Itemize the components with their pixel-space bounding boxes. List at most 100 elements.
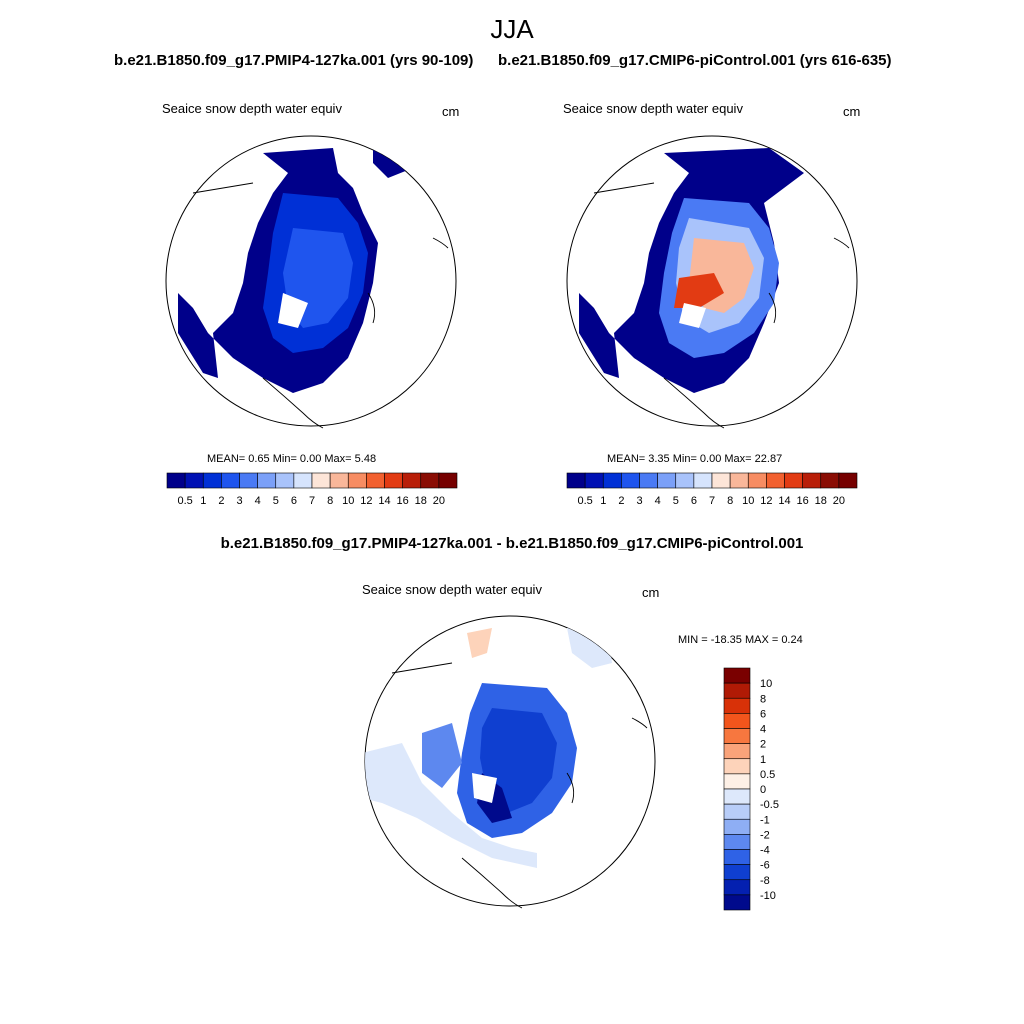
left-colorbar-swatch-14 — [420, 472, 440, 489]
right-colorbar-swatch-13 — [802, 472, 822, 489]
diff-colorbar-tick-label: -2 — [760, 829, 770, 841]
right-colorbar-swatch-12 — [784, 472, 803, 489]
left-colorbar-swatch-8 — [311, 472, 331, 489]
right-colorbar-tick-label: 18 — [815, 495, 827, 507]
left-colorbar-tick-label: 16 — [397, 495, 409, 507]
diff-coastlines — [391, 662, 648, 909]
diff-colorbar-tick-label: -6 — [760, 860, 770, 872]
diff-colorbar-tick-label: 4 — [760, 724, 766, 736]
right-colorbar-tick-label: 20 — [833, 495, 845, 507]
left-colorbar-swatch-13 — [402, 472, 422, 489]
main-title: JJA — [490, 14, 534, 44]
left-units-label: cm — [442, 104, 460, 119]
right-coastlines — [593, 182, 850, 429]
diff-colorbar-swatch-11 — [723, 834, 751, 850]
left-colorbar-tick-label: 18 — [415, 495, 427, 507]
right-polar-map — [566, 135, 858, 429]
diff-colorbar-swatch-9 — [723, 803, 751, 820]
left-colorbar-tick-label: 5 — [273, 495, 279, 507]
left-colorbar-tick-label: 7 — [309, 495, 315, 507]
diff-colorbar-tick-label: 8 — [760, 693, 766, 705]
right-colorbar-tick-label: 12 — [760, 495, 772, 507]
diff-colorbar-swatch-2 — [723, 697, 751, 714]
diff-colorbar-swatch-15 — [723, 894, 751, 911]
left-colorbar-swatch-0 — [166, 472, 186, 489]
right-colorbar-tick-label: 3 — [636, 495, 642, 507]
left-colorbar-swatch-7 — [293, 472, 313, 489]
right-colorbar-tick-label: 1 — [600, 495, 606, 507]
right-colorbar-tick-label: 2 — [618, 495, 624, 507]
right-colorbar-swatch-7 — [693, 472, 713, 489]
left-colorbar-tick-label: 14 — [378, 495, 390, 507]
diff-polar-map — [364, 615, 656, 909]
right-colorbar-swatch-15 — [838, 472, 858, 489]
left-colorbar: 0.5 1 2 3 4 5 6 7 8 10 12 14 16 18 20 — [166, 472, 458, 507]
right-variable-label: Seaice snow depth water equiv — [563, 101, 743, 116]
left-colorbar-swatch-11 — [366, 472, 385, 489]
diff-colorbar-swatch-7 — [723, 773, 751, 790]
left-colorbar-swatch-2 — [202, 472, 222, 489]
left-polar-map — [165, 135, 457, 429]
right-seaice-field — [579, 148, 804, 393]
diff-seaice-field — [365, 623, 612, 868]
diff-colorbar-swatch-0 — [723, 667, 751, 684]
right-colorbar-swatch-1 — [584, 472, 604, 489]
right-colorbar-tick-label: 7 — [709, 495, 715, 507]
left-colorbar-swatch-5 — [257, 472, 277, 489]
right-colorbar-tick-label: 6 — [691, 495, 697, 507]
right-colorbar: 0.5 1 2 3 4 5 6 7 8 10 12 14 16 18 20 — [566, 472, 858, 507]
difference-title: b.e21.B1850.f09_g17.PMIP4-127ka.001 - b.… — [220, 535, 804, 552]
left-colorbar-tick-label: 8 — [327, 495, 333, 507]
right-colorbar-swatch-10 — [747, 472, 767, 489]
diff-colorbar-swatch-8 — [723, 788, 751, 805]
diff-colorbar: 10 8 6 4 2 1 0.5 0 -0.5 -1 -2 -4 -6 -8 -10 — [723, 667, 779, 911]
left-colorbar-tick-label: 0.5 — [177, 495, 192, 507]
diff-colorbar-swatch-4 — [723, 728, 751, 744]
diff-colorbar-swatch-14 — [723, 879, 751, 896]
left-colorbar-swatch-4 — [239, 472, 258, 489]
left-colorbar-swatch-10 — [347, 472, 367, 489]
left-run-title: b.e21.B1850.f09_g17.PMIP4-127ka.001 (yrs… — [114, 52, 474, 69]
right-colorbar-tick-label: 0.5 — [577, 495, 592, 507]
right-colorbar-swatch-0 — [566, 472, 586, 489]
right-colorbar-swatch-5 — [657, 472, 677, 489]
right-colorbar-tick-label: 16 — [797, 495, 809, 507]
diff-colorbar-tick-label: -8 — [760, 875, 770, 887]
diff-colorbar-tick-label: -10 — [760, 890, 776, 902]
left-colorbar-tick-label: 3 — [236, 495, 242, 507]
right-run-title: b.e21.B1850.f09_g17.CMIP6-piControl.001 … — [498, 52, 892, 69]
diff-colorbar-tick-label: 2 — [760, 739, 766, 751]
diff-units-label: cm — [642, 585, 660, 600]
left-colorbar-tick-label: 6 — [291, 495, 297, 507]
right-colorbar-tick-label: 4 — [655, 495, 661, 507]
diff-colorbar-tick-label: 1 — [760, 754, 766, 766]
left-colorbar-swatch-3 — [221, 472, 240, 489]
left-colorbar-swatch-15 — [438, 472, 458, 489]
right-colorbar-swatch-14 — [820, 472, 840, 489]
right-colorbar-tick-label: 8 — [727, 495, 733, 507]
left-colorbar-swatch-9 — [329, 472, 349, 489]
left-colorbar-tick-label: 12 — [360, 495, 372, 507]
left-stats-text: MEAN= 0.65 Min= 0.00 Max= 5.48 — [207, 453, 377, 465]
diff-colorbar-tick-label: -4 — [760, 845, 770, 857]
right-colorbar-tick-label: 14 — [778, 495, 790, 507]
left-coastlines — [192, 182, 449, 429]
left-colorbar-swatch-12 — [384, 472, 403, 489]
diff-colorbar-tick-label: 10 — [760, 678, 772, 690]
diff-colorbar-tick-label: -1 — [760, 814, 770, 826]
left-colorbar-tick-label: 4 — [255, 495, 261, 507]
diff-colorbar-tick-label: -0.5 — [760, 799, 779, 811]
left-colorbar-tick-label: 1 — [200, 495, 206, 507]
diff-stats-text: MIN = -18.35 MAX = 0.24 — [678, 634, 803, 646]
diff-colorbar-swatch-12 — [723, 849, 751, 865]
right-colorbar-tick-label: 10 — [742, 495, 754, 507]
right-stats-text: MEAN= 3.35 Min= 0.00 Max= 22.87 — [607, 453, 783, 465]
right-colorbar-swatch-6 — [675, 472, 695, 489]
left-colorbar-tick-label: 20 — [433, 495, 445, 507]
right-colorbar-swatch-4 — [639, 472, 658, 489]
diff-colorbar-swatch-6 — [723, 758, 751, 775]
right-colorbar-swatch-11 — [766, 472, 785, 489]
right-colorbar-swatch-3 — [621, 472, 640, 489]
right-colorbar-tick-label: 5 — [673, 495, 679, 507]
left-colorbar-swatch-1 — [184, 472, 204, 489]
